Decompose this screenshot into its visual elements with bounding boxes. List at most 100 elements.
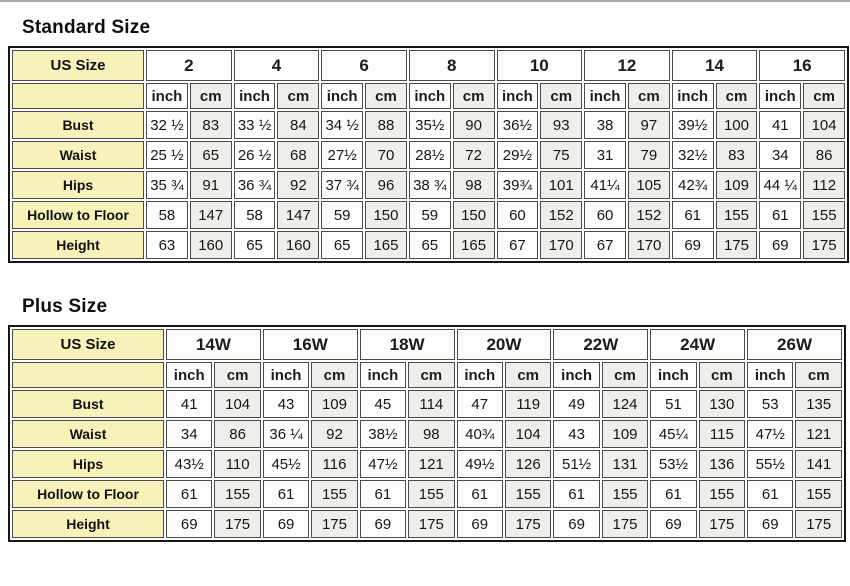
value-cell-cm: 104 <box>214 390 261 418</box>
unit-inch-header: inch <box>496 83 539 109</box>
value-cell-inch: 36 ¾ <box>233 171 276 199</box>
unit-inch-header: inch <box>166 362 213 388</box>
value-cell-inch: 58 <box>233 201 276 229</box>
plus-size-table: US Size 14W 16W 18W 20W 22W 24W 26W inch cm inch cm… <box>8 325 846 542</box>
value-cell-cm: 141 <box>795 450 842 478</box>
value-cell-cm: 88 <box>365 111 407 139</box>
table-row: Hips 43½ 110 45½ 116 47½ 121 49½ 126 51½ 131 53½ 136… <box>12 450 842 478</box>
unit-inch-header: inch <box>146 83 188 109</box>
value-cell-inch: 47 <box>456 390 503 418</box>
value-cell-cm: 170 <box>540 231 583 259</box>
value-cell-cm: 115 <box>698 420 746 448</box>
value-cell-cm: 155 <box>311 480 358 508</box>
unit-cm-header: cm <box>540 83 583 109</box>
value-cell-inch: 38 ¾ <box>408 171 451 199</box>
value-cell-cm: 91 <box>189 171 232 199</box>
value-cell-cm: 160 <box>277 231 320 259</box>
value-cell-cm: 112 <box>803 171 845 199</box>
value-cell-cm: 75 <box>540 141 583 169</box>
unit-row-spacer <box>12 362 164 388</box>
value-cell-cm: 160 <box>189 231 232 259</box>
value-cell-inch: 41 <box>759 111 802 139</box>
value-cell-inch: 69 <box>262 510 310 538</box>
unit-cm-header: cm <box>214 362 261 388</box>
value-cell-inch: 45¼ <box>650 420 697 448</box>
size-header-4: 4 <box>233 50 320 81</box>
table-row: Hips 35 ¾ 91 36 ¾ 92 37 ¾ 96 38 ¾ 98 39¾ 101 41¼ 105… <box>12 171 845 199</box>
unit-inch-header: inch <box>233 83 276 109</box>
value-cell-cm: 155 <box>715 201 758 229</box>
unit-cm-header: cm <box>452 83 495 109</box>
value-cell-cm: 175 <box>311 510 358 538</box>
value-cell-inch: 69 <box>650 510 697 538</box>
unit-cm-header: cm <box>795 362 842 388</box>
value-cell-inch: 27½ <box>321 141 364 169</box>
value-cell-inch: 35 ¾ <box>146 171 188 199</box>
value-cell-inch: 53 <box>747 390 794 418</box>
value-cell-cm: 104 <box>803 111 845 139</box>
unit-inch-header: inch <box>747 362 794 388</box>
value-cell-cm: 97 <box>627 111 670 139</box>
value-cell-cm: 79 <box>627 141 670 169</box>
value-cell-inch: 60 <box>584 201 626 229</box>
unit-inch-header: inch <box>650 362 697 388</box>
value-cell-inch: 33 ½ <box>233 111 276 139</box>
value-cell-cm: 175 <box>698 510 746 538</box>
value-cell-cm: 175 <box>715 231 758 259</box>
unit-cm-header: cm <box>803 83 845 109</box>
row-label: Bust <box>12 111 144 139</box>
unit-header-row: inch cm inch cm inch cm inch cm inch cm inch cm inch… <box>12 83 845 109</box>
value-cell-inch: 67 <box>584 231 626 259</box>
us-size-header-row: US Size 2 4 6 8 10 12 14 16 <box>12 50 845 81</box>
size-header-22W: 22W <box>553 329 649 360</box>
unit-inch-header: inch <box>262 362 310 388</box>
value-cell-inch: 61 <box>262 480 310 508</box>
value-cell-inch: 69 <box>359 510 407 538</box>
value-cell-cm: 98 <box>452 171 495 199</box>
value-cell-inch: 39¾ <box>496 171 539 199</box>
value-cell-inch: 45½ <box>262 450 310 478</box>
value-cell-inch: 34 <box>759 141 802 169</box>
standard-size-section: Standard Size US Size 2 4 6 8 10 12 14 16 inch cm i… <box>0 17 850 263</box>
value-cell-inch: 69 <box>553 510 600 538</box>
value-cell-inch: 69 <box>747 510 794 538</box>
value-cell-inch: 32½ <box>671 141 714 169</box>
value-cell-inch: 36 ¼ <box>262 420 310 448</box>
unit-inch-header: inch <box>759 83 802 109</box>
value-cell-inch: 49 <box>553 390 600 418</box>
value-cell-inch: 31 <box>584 141 626 169</box>
value-cell-inch: 49½ <box>456 450 503 478</box>
size-header-24W: 24W <box>650 329 746 360</box>
value-cell-cm: 165 <box>365 231 407 259</box>
value-cell-cm: 98 <box>408 420 455 448</box>
value-cell-cm: 147 <box>277 201 320 229</box>
value-cell-cm: 109 <box>311 390 358 418</box>
unit-inch-header: inch <box>456 362 503 388</box>
value-cell-inch: 43½ <box>166 450 213 478</box>
value-cell-inch: 67 <box>496 231 539 259</box>
value-cell-cm: 96 <box>365 171 407 199</box>
value-cell-inch: 59 <box>321 201 364 229</box>
value-cell-inch: 69 <box>166 510 213 538</box>
value-cell-inch: 36½ <box>496 111 539 139</box>
value-cell-cm: 175 <box>214 510 261 538</box>
table-row: Bust 41 104 43 109 45 114 47 119 49 124 51 130 53 135 <box>12 390 842 418</box>
value-cell-cm: 83 <box>715 141 758 169</box>
top-edge-line <box>0 0 850 2</box>
unit-cm-header: cm <box>601 362 649 388</box>
value-cell-inch: 44 ¼ <box>759 171 802 199</box>
value-cell-inch: 29½ <box>496 141 539 169</box>
value-cell-cm: 109 <box>715 171 758 199</box>
value-cell-cm: 155 <box>214 480 261 508</box>
value-cell-cm: 135 <box>795 390 842 418</box>
value-cell-inch: 58 <box>146 201 188 229</box>
value-cell-cm: 68 <box>277 141 320 169</box>
row-label: Waist <box>12 420 164 448</box>
us-size-label: US Size <box>12 329 164 360</box>
value-cell-cm: 126 <box>504 450 552 478</box>
value-cell-cm: 155 <box>795 480 842 508</box>
size-header-16W: 16W <box>262 329 358 360</box>
value-cell-cm: 155 <box>803 201 845 229</box>
value-cell-inch: 60 <box>496 201 539 229</box>
value-cell-inch: 39½ <box>671 111 714 139</box>
